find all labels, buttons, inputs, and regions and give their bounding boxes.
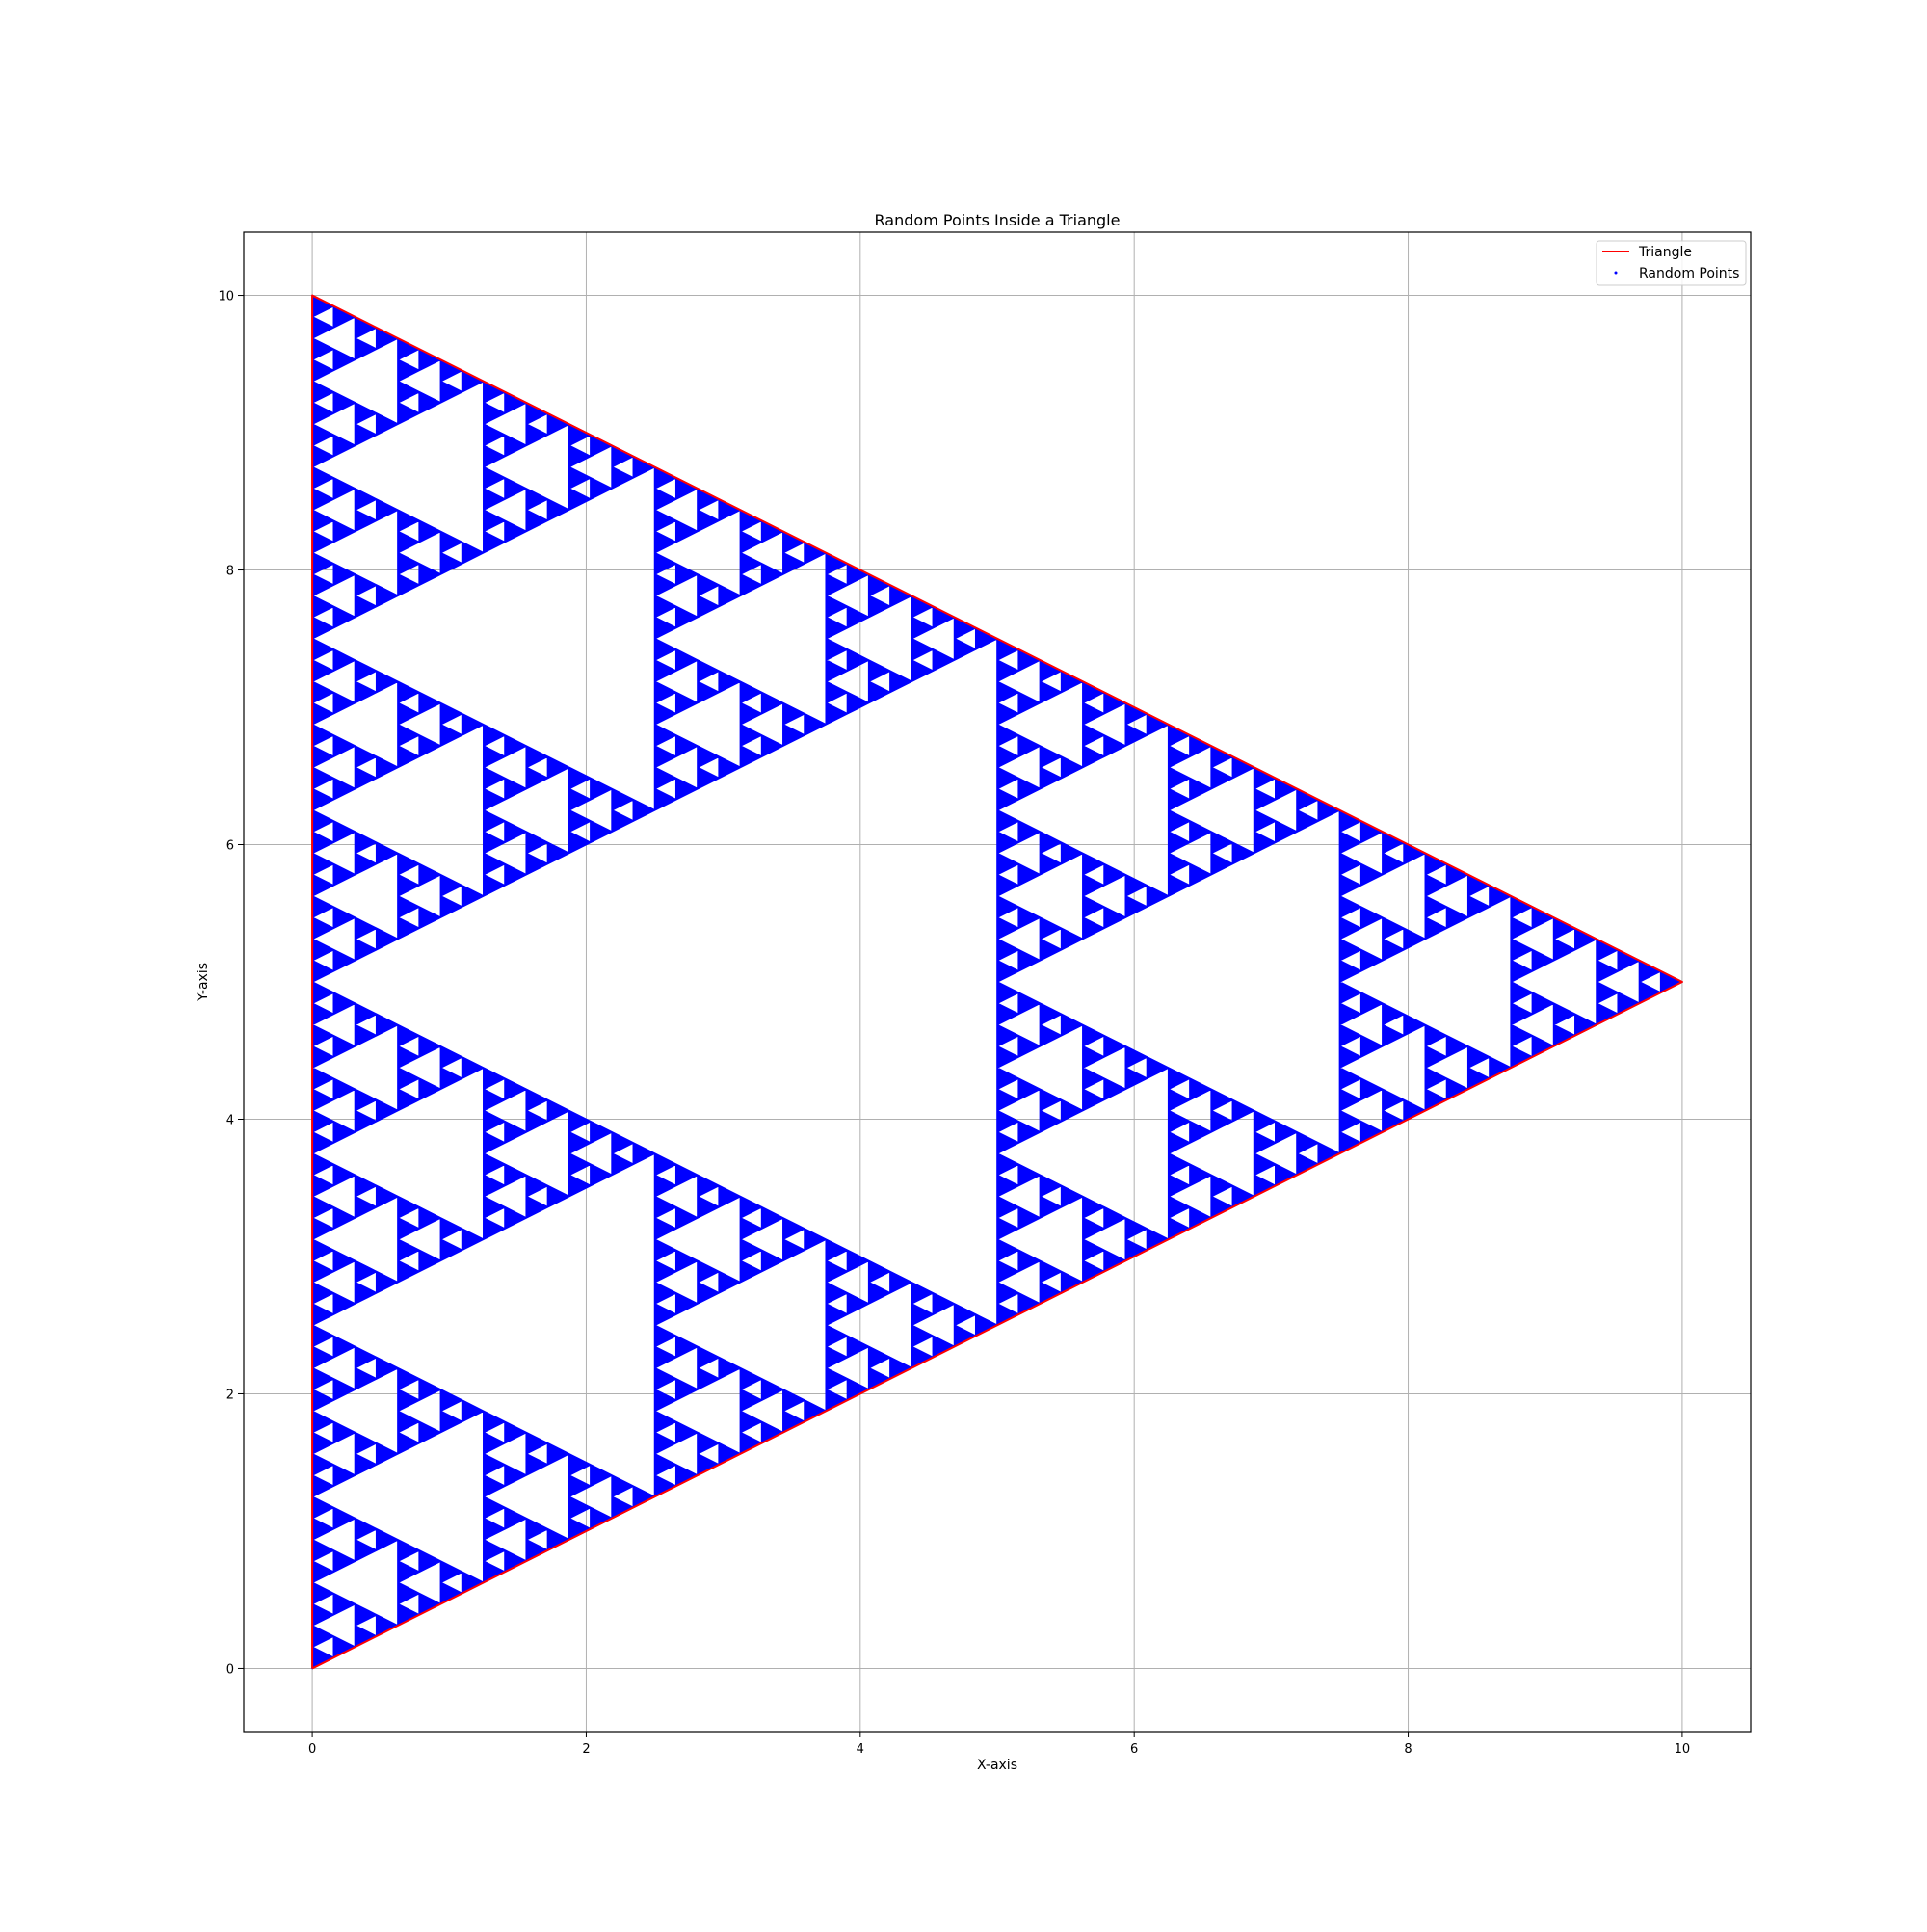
legend-box <box>1596 240 1747 286</box>
y-tick-label: 4 <box>226 1113 234 1127</box>
x-tick-label: 0 <box>308 1742 316 1757</box>
x-tick-label: 2 <box>582 1742 590 1757</box>
triangle-outline <box>311 294 1683 1670</box>
x-tick-label: 4 <box>857 1742 864 1757</box>
plot-area-frame <box>243 231 1752 1733</box>
x-axis-label: X-axis <box>977 1758 1017 1773</box>
x-tick-label: 8 <box>1404 1742 1412 1757</box>
x-tick-label: 10 <box>1675 1742 1691 1757</box>
y-tick-label: 10 <box>218 290 234 304</box>
y-tick-label: 2 <box>226 1388 234 1402</box>
legend-label-random-points: Random Points <box>1639 266 1739 281</box>
legend: Triangle Random Points <box>1596 240 1747 286</box>
axis-ticks: 0 2 4 6 8 10 0 2 4 6 8 10 <box>218 290 1690 1757</box>
y-axis-label: Y-axis <box>196 963 211 1002</box>
y-tick-label: 6 <box>226 839 234 854</box>
triangle-series <box>311 294 1683 1670</box>
legend-random-points-swatch <box>1614 271 1618 275</box>
chart-title: Random Points Inside a Triangle <box>875 211 1121 229</box>
random-points-series <box>311 294 1683 1670</box>
y-tick-label: 0 <box>226 1662 234 1677</box>
x-tick-label: 6 <box>1130 1742 1138 1757</box>
legend-label-triangle: Triangle <box>1638 245 1692 260</box>
y-tick-label: 8 <box>226 565 234 579</box>
random-points-cloud <box>311 294 1683 1670</box>
